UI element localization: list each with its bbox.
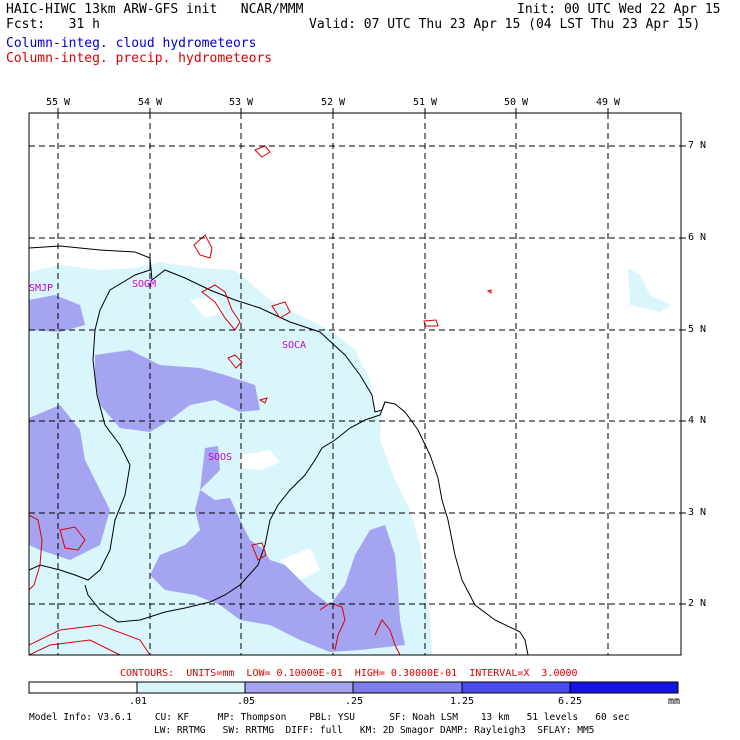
coastline: [29, 245, 529, 655]
lat-label: 6 N: [688, 232, 707, 243]
cloud-shade-medium: [29, 295, 85, 332]
forecast-hour: Fcst: 31 h: [6, 17, 100, 32]
lon-label: 50 W: [503, 97, 529, 108]
init-time: Init: 00 UTC Wed 22 Apr 15: [517, 2, 721, 17]
cloud-shade-medium: [29, 405, 110, 560]
clear-patch: [190, 296, 225, 318]
field-cloud-label: Column-integ. cloud hydrometeors: [6, 36, 257, 51]
map-content: [29, 113, 681, 655]
lat-ticks: [681, 145, 686, 605]
lat-label: 3 N: [688, 507, 707, 518]
cloud-shade-light-east: [628, 268, 672, 312]
station-label: SMJP: [29, 283, 54, 294]
map-frame: [28, 112, 682, 656]
colorbar-label: .01: [129, 696, 148, 707]
lon-label: 53 W: [228, 97, 254, 108]
colorbar-units: mm: [668, 696, 681, 707]
model-info-line2: LW: RRTMG SW: RRTMG DIFF: full KM: 2D Sm…: [154, 725, 595, 736]
station-label: SOCA: [282, 340, 307, 351]
model-info-line1: Model Info: V3.6.1 CU: KF MP: Thompson P…: [29, 712, 630, 723]
station-label: SOOS: [208, 452, 233, 463]
graticule: [29, 113, 681, 655]
valid-time: Valid: 07 UTC Thu 23 Apr 15 (04 LST Thu …: [309, 17, 701, 32]
colorbar: [28, 681, 679, 694]
model-title: HAIC-HIWC 13km ARW-GFS init NCAR/MMM: [6, 2, 304, 17]
colorbar-label: .05: [237, 696, 256, 707]
lon-label: 52 W: [320, 97, 346, 108]
lon-label: 54 W: [137, 97, 163, 108]
contour-info: CONTOURS: UNITS=mm LOW= 0.10000E-01 HIGH…: [120, 668, 578, 679]
field-precip-label: Column-integ. precip. hydrometeors: [6, 51, 273, 66]
lat-label: 5 N: [688, 324, 707, 335]
lon-label: 49 W: [595, 97, 621, 108]
lon-ticks: [57, 108, 609, 113]
clear-patch: [280, 548, 320, 580]
precip-contours: [29, 145, 492, 655]
colorbar-label: 1.25: [450, 696, 475, 707]
lon-label: 51 W: [412, 97, 438, 108]
lat-label: 4 N: [688, 415, 707, 426]
colorbar-label: 6.25: [558, 696, 583, 707]
lat-label: 7 N: [688, 140, 707, 151]
lon-label: 55 W: [45, 97, 71, 108]
colorbar-label: .25: [345, 696, 364, 707]
lat-label: 2 N: [688, 598, 707, 609]
station-label: SOGM: [132, 279, 157, 290]
clear-patch: [240, 450, 280, 470]
cloud-shade-medium: [95, 350, 260, 432]
